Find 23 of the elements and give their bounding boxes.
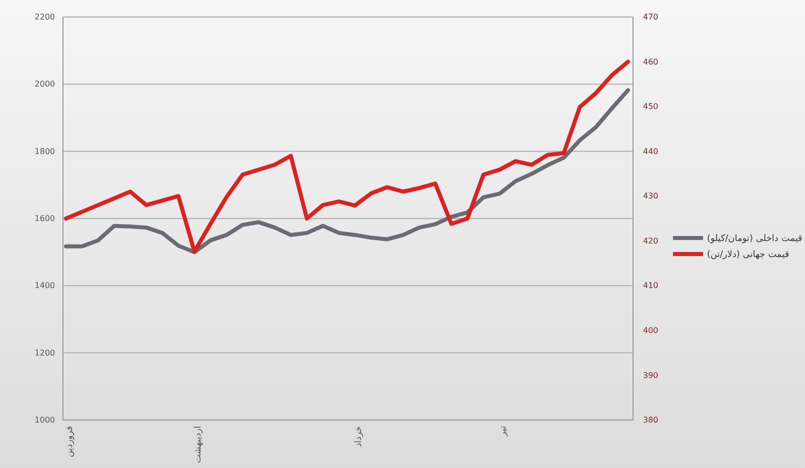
y2-tick-label: 430 — [643, 192, 658, 201]
y-tick-label: 1200 — [34, 348, 55, 358]
x-tick-label: اردیبهشت — [193, 426, 204, 464]
y2-tick-label: 460 — [643, 57, 658, 66]
x-tick-label: فروردین — [64, 426, 75, 458]
x-tick-label: خرداد — [354, 426, 364, 448]
y2-tick-label: 440 — [643, 146, 658, 156]
legend-label: قیمت داخلی (تومان/کیلو) — [707, 234, 802, 244]
y-tick-label: 1600 — [34, 214, 55, 224]
y2-tick-label: 380 — [643, 416, 658, 425]
y-tick-label: 1000 — [34, 416, 55, 425]
y2-tick-label: 390 — [643, 370, 658, 380]
y-tick-label: 1400 — [34, 281, 55, 290]
legend-label: قیمت جهانی (دلار/تن) — [707, 250, 790, 260]
y2-tick-label: 420 — [643, 236, 658, 246]
x-tick-label: تیر — [498, 426, 508, 438]
y2-tick-label: 470 — [643, 12, 658, 22]
y2-tick-label: 410 — [643, 281, 658, 290]
y2-tick-label: 450 — [643, 102, 658, 112]
y-tick-label: 1800 — [34, 146, 55, 156]
y2-tick-label: 400 — [643, 326, 658, 336]
y-tick-label: 2200 — [34, 12, 55, 22]
y-tick-label: 2000 — [34, 80, 55, 89]
